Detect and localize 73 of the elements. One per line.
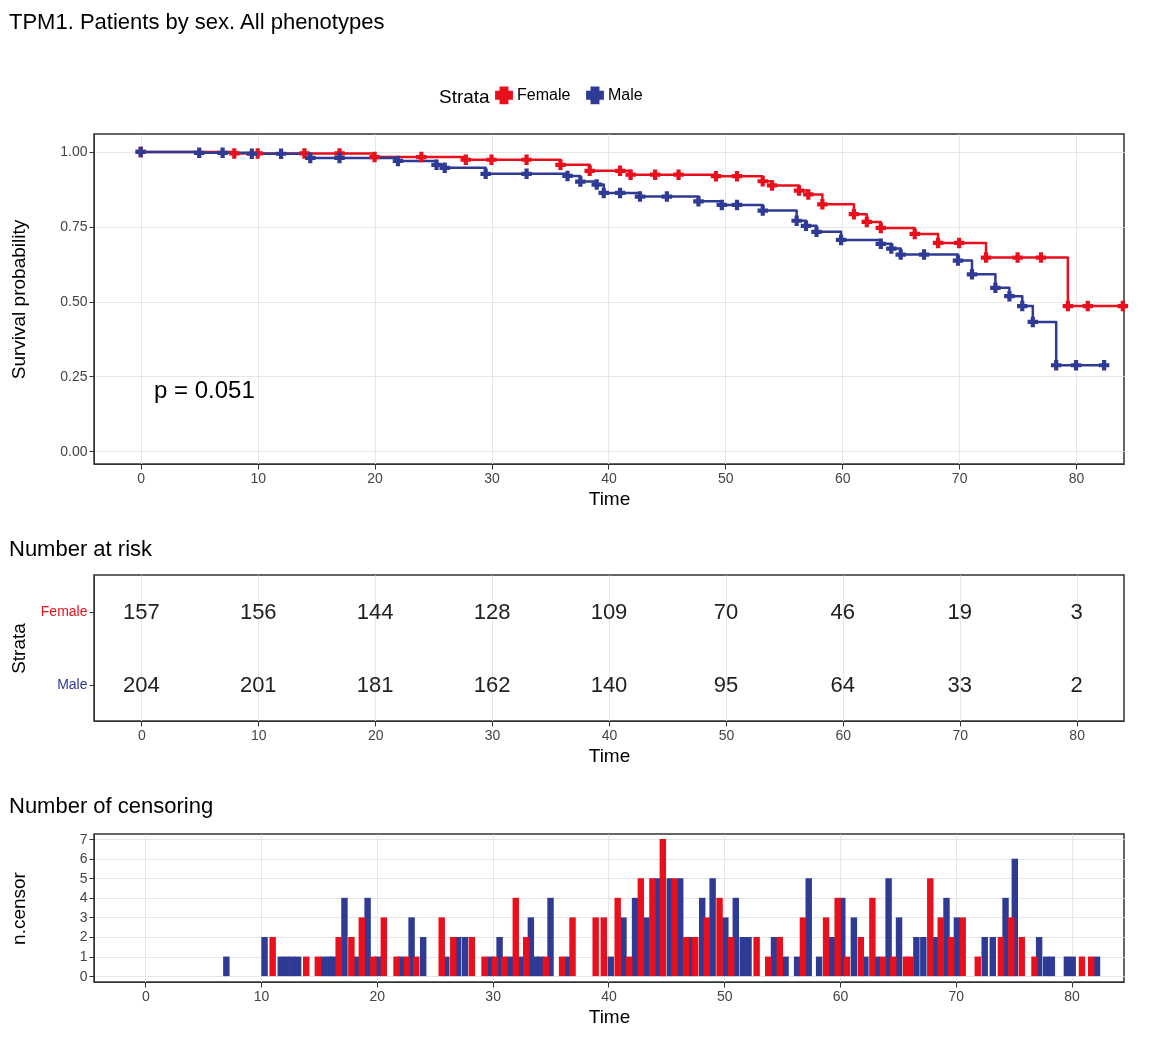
x-tick-label: 60 — [835, 726, 852, 743]
x-tick-label: 50 — [716, 987, 733, 1004]
legend-label: Female — [517, 86, 571, 104]
y-axis-title: Strata — [7, 622, 29, 674]
y-tick-label: 3 — [79, 908, 88, 925]
x-tick-label: 20 — [367, 726, 384, 743]
data-label: 204 — [122, 671, 160, 697]
data-label: 140 — [590, 671, 628, 697]
y-tick-label: 1.00 — [60, 143, 88, 160]
x-tick-label: 40 — [601, 987, 617, 1004]
data-label: 201 — [239, 671, 277, 697]
y-tick-label: Male — [57, 676, 88, 692]
data-label: 95 — [713, 671, 739, 697]
x-tick-label: 10 — [250, 726, 267, 743]
legend-title: Strata — [439, 86, 491, 107]
chart-title: TPM1. Patients by sex. All phenotypes — [9, 9, 385, 34]
x-tick-label: 80 — [1068, 469, 1085, 486]
data-label: 3 — [1070, 598, 1083, 624]
x-axis-title: Time — [588, 744, 631, 766]
y-tick-label: 6 — [79, 850, 88, 867]
x-tick-label: 10 — [250, 469, 267, 486]
data-label: 70 — [713, 598, 739, 624]
x-axis-title: Time — [588, 1005, 631, 1027]
x-tick-label: 50 — [718, 726, 735, 743]
data-label: 128 — [473, 598, 511, 624]
annotation: p = 0.051 — [154, 376, 255, 404]
y-tick-label: 1 — [79, 948, 88, 965]
y-tick-label: 0.00 — [60, 442, 88, 459]
x-tick-label: 50 — [718, 469, 734, 486]
data-label: 109 — [590, 598, 628, 624]
x-tick-label: 60 — [832, 987, 849, 1004]
y-tick-label: Female — [40, 603, 88, 619]
data-label: 144 — [356, 598, 394, 624]
x-tick-label: 40 — [601, 726, 618, 743]
x-tick-label: 20 — [369, 987, 386, 1004]
x-tick-label: 70 — [948, 987, 965, 1004]
y-tick-label: 0 — [79, 967, 88, 984]
x-tick-label: 70 — [951, 469, 968, 486]
x-tick-label: 40 — [601, 469, 617, 486]
x-tick-label: 60 — [834, 469, 851, 486]
x-tick-label: 80 — [1069, 726, 1086, 743]
y-axis-title: Survival probability — [7, 219, 29, 380]
data-label: 156 — [239, 598, 277, 624]
data-label: 181 — [356, 671, 394, 697]
y-tick-label: 5 — [79, 869, 88, 886]
data-label: 33 — [947, 671, 972, 697]
data-label: 162 — [473, 671, 511, 697]
x-tick-label: 10 — [253, 987, 270, 1004]
x-tick-label: 20 — [367, 469, 384, 486]
y-tick-label: 4 — [79, 889, 88, 906]
y-tick-label: 7 — [79, 830, 88, 847]
y-tick-label: 0.25 — [60, 367, 88, 384]
x-tick-label: 0 — [137, 726, 146, 743]
legend-label: Male — [608, 86, 643, 104]
x-axis-title: Time — [588, 487, 631, 509]
x-tick-label: 30 — [485, 987, 502, 1004]
data-label: 157 — [122, 598, 160, 624]
x-tick-label: 30 — [484, 469, 500, 486]
x-tick-label: 0 — [141, 987, 150, 1004]
y-tick-label: 2 — [79, 928, 88, 945]
chart-title: Number of censoring — [9, 793, 214, 819]
data-label: 46 — [830, 598, 856, 624]
x-tick-label: 30 — [484, 726, 501, 743]
x-tick-label: 80 — [1064, 987, 1081, 1004]
data-label: 19 — [947, 598, 972, 624]
data-label: 2 — [1070, 671, 1083, 697]
data-label: 64 — [830, 671, 856, 697]
x-tick-label: 0 — [137, 469, 146, 486]
chart-title: Number at risk — [9, 536, 154, 561]
y-tick-label: 0.50 — [60, 293, 88, 310]
y-tick-label: 0.75 — [60, 218, 88, 235]
x-tick-label: 70 — [952, 726, 969, 743]
y-axis-title: n.censor — [7, 871, 29, 945]
